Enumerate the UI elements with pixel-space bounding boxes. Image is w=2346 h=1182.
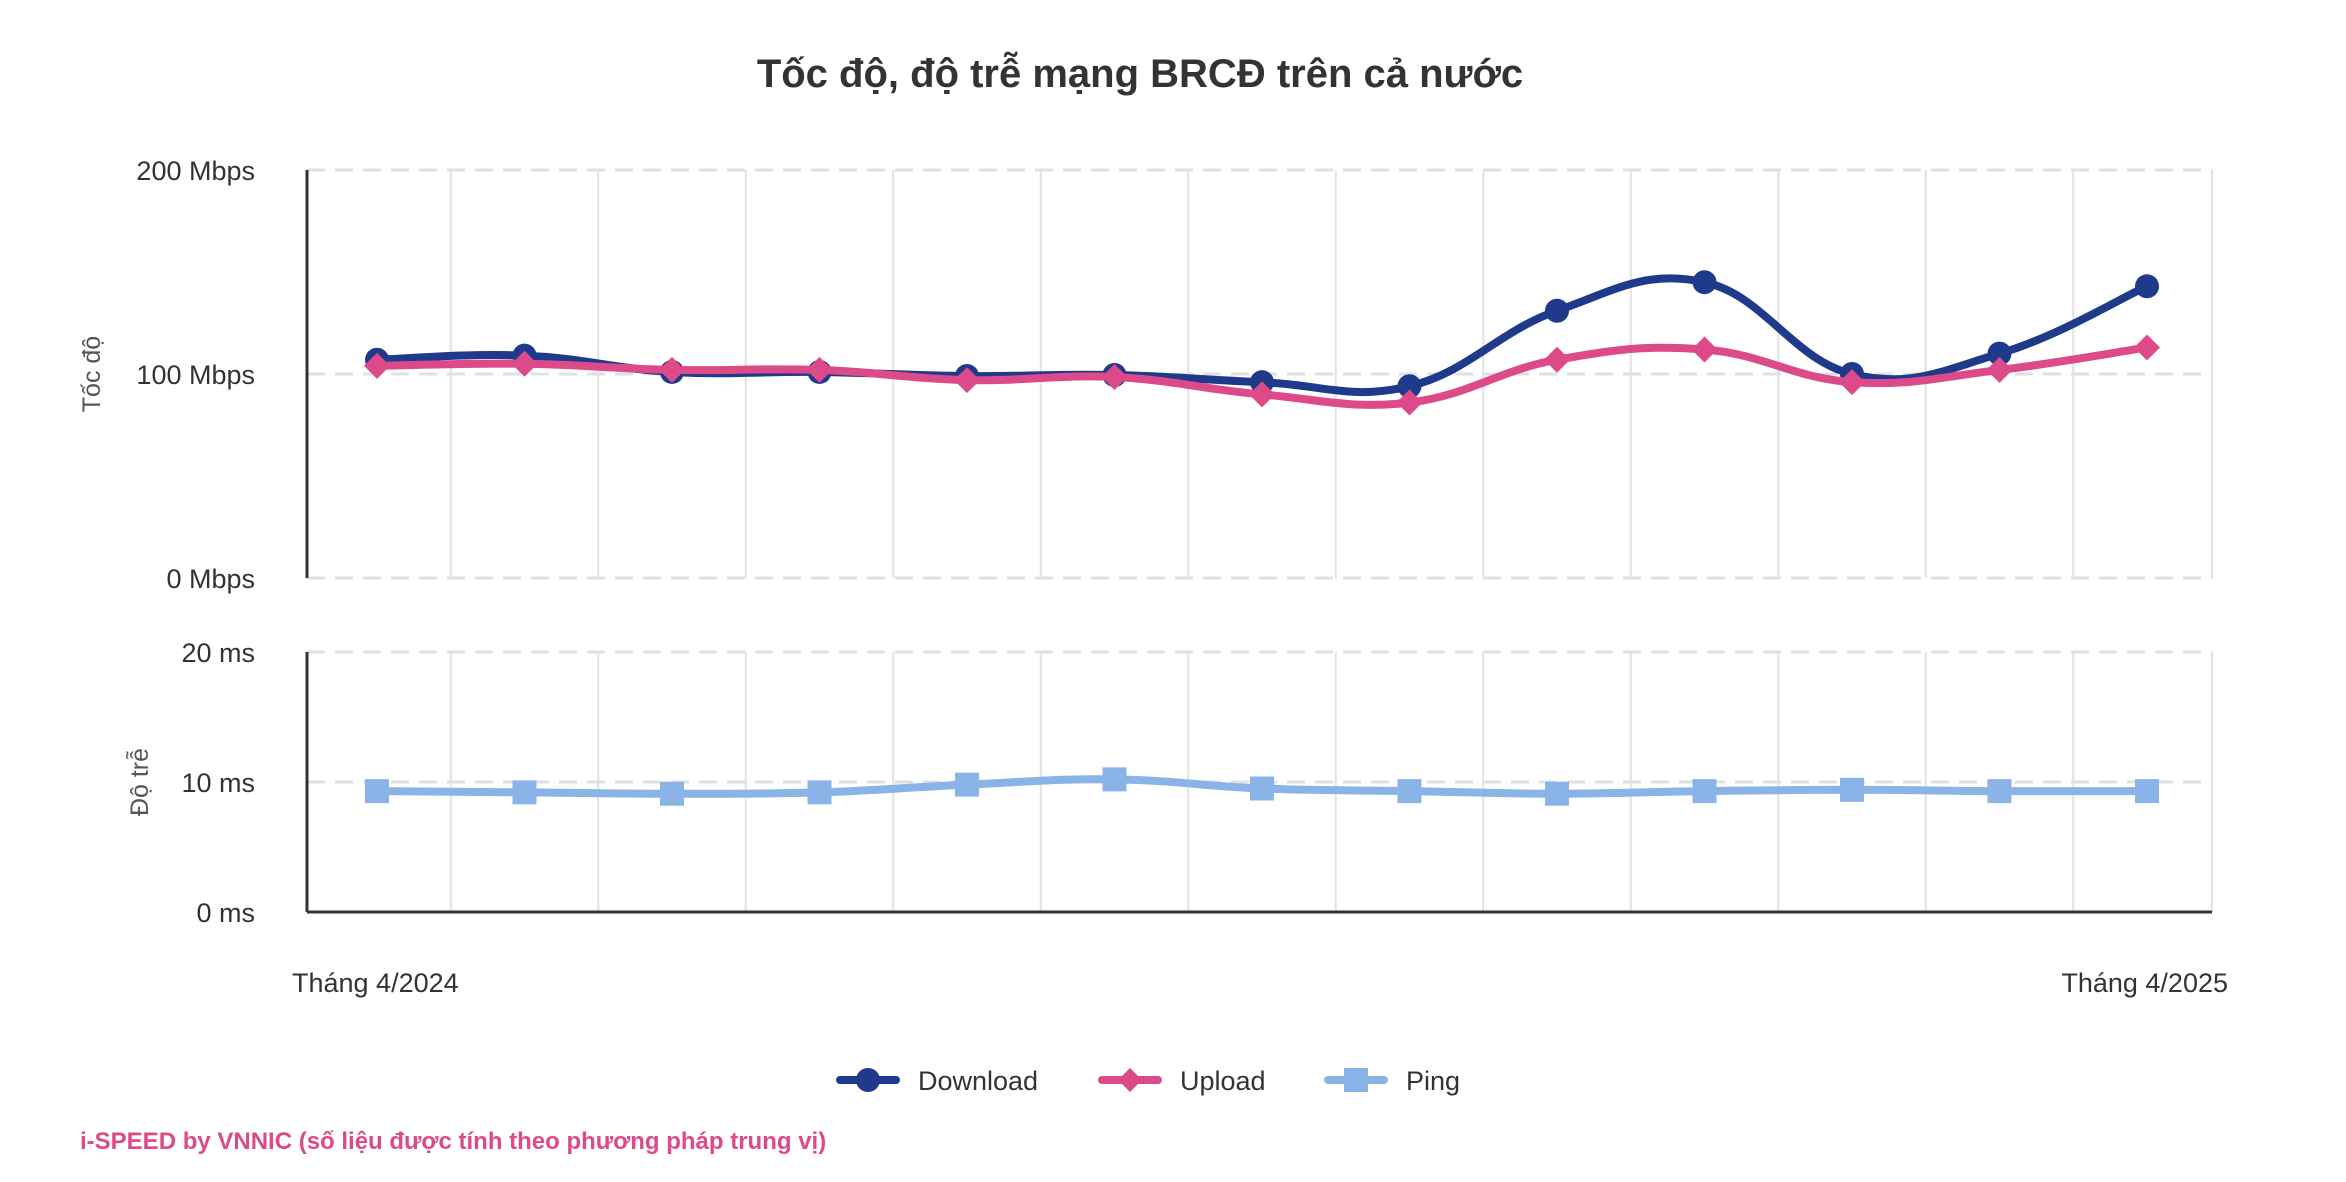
ping-data-point	[365, 779, 389, 804]
legend-upload-label: Upload	[1180, 1066, 1266, 1096]
upload-data-point	[659, 356, 685, 383]
y-tick-label: 0 ms	[196, 898, 255, 928]
ping-data-point	[1250, 776, 1274, 801]
ping-data-point	[807, 780, 832, 805]
legend-ping-label: Ping	[1406, 1066, 1460, 1096]
y-tick-label: 200 Mbps	[136, 156, 255, 186]
y-tick-label: 10 ms	[181, 768, 255, 798]
data-source-note: i-SPEED by VNNIC (số liệu được tính theo…	[80, 1128, 827, 1155]
y-axis-title: Tốc độ	[78, 336, 106, 412]
ping-data-point	[955, 772, 979, 797]
upload-data-point	[1544, 346, 1570, 373]
upload-data-point	[1249, 381, 1275, 408]
y-tick-label: 0 Mbps	[166, 564, 255, 594]
download-data-point	[2135, 274, 2159, 299]
ping-data-point	[1545, 781, 1569, 806]
ping-data-point	[2135, 779, 2159, 804]
upload-data-point	[1986, 356, 2013, 383]
y-axis-title: Độ trễ	[125, 748, 154, 816]
upload-data-point	[1691, 336, 1718, 363]
upload-data-point	[1396, 389, 1423, 416]
y-tick-label: 20 ms	[181, 638, 255, 668]
legend-upload-marker	[1118, 1068, 1142, 1092]
legend-ping-marker	[1344, 1068, 1368, 1092]
chart-title: Tốc độ, độ trễ mạng BRCĐ trên cả nước	[756, 52, 1524, 96]
ping-data-point	[1840, 777, 1864, 802]
ping-data-point	[1397, 779, 1422, 804]
upload-data-point	[364, 352, 390, 379]
download-data-point	[1545, 298, 1569, 323]
download-data-point	[1397, 374, 1422, 399]
upload-data-point	[806, 356, 833, 383]
ping-data-point	[1692, 779, 1717, 804]
ping-data-point	[1987, 779, 2012, 804]
upload-data-point	[1101, 364, 1128, 391]
x-label-start: Tháng 4/2024	[292, 968, 459, 998]
ping-data-point	[512, 780, 537, 805]
ping-data-point	[660, 781, 684, 806]
upload-data-point	[2134, 334, 2160, 361]
x-label-end: Tháng 4/2025	[2061, 968, 2228, 998]
upload-data-point	[511, 350, 538, 377]
download-data-point	[1987, 341, 2012, 366]
upload-data-point	[1839, 369, 1865, 396]
ping-data-point	[1102, 767, 1127, 792]
download-data-point	[1692, 270, 1717, 295]
y-tick-label: 100 Mbps	[136, 360, 255, 390]
legend-download-marker	[856, 1068, 880, 1092]
upload-data-point	[954, 367, 980, 394]
legend-download-label: Download	[918, 1066, 1038, 1096]
